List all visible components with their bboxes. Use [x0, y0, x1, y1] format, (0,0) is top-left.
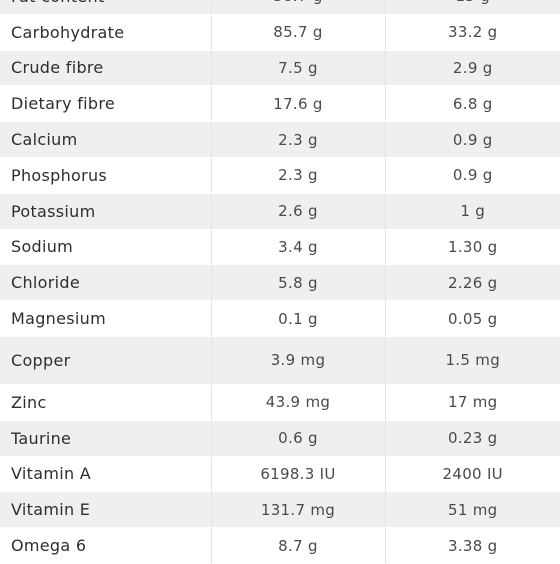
nutrient-name: Crude fibre [0, 50, 211, 87]
nutrient-name: Omega 6 [0, 527, 211, 564]
value-column-2: 3.38 g [384, 527, 560, 564]
value-column-2: 1.30 g [384, 229, 560, 266]
value-column-2: 1 g [384, 193, 560, 230]
table-row: Fat content 38.7 g 15 g [0, 0, 560, 15]
value-column-2: 17 mg [384, 384, 560, 421]
value-column-1: 0.6 g [210, 420, 385, 457]
table-row: Carbohydrate 85.7 g 33.2 g [0, 14, 560, 51]
value-column-1: 38.7 g [210, 0, 385, 15]
table-row: Dietary fibre 17.6 g 6.8 g [0, 85, 560, 123]
value-column-2: 33.2 g [384, 14, 560, 51]
nutrient-name: Zinc [0, 384, 211, 421]
value-column-2: 2.9 g [384, 50, 560, 87]
value-column-1: 6198.3 IU [210, 456, 385, 493]
value-column-1: 2.6 g [210, 193, 385, 230]
table-row: Crude fibre 7.5 g 2.9 g [0, 50, 560, 87]
value-column-2: 6.8 g [384, 85, 560, 123]
value-column-1: 3.4 g [210, 229, 385, 266]
value-column-1: 131.7 mg [210, 491, 385, 529]
nutrient-name: Vitamin A [0, 456, 211, 493]
table-row: Chloride 5.8 g 2.26 g [0, 264, 560, 302]
value-column-1: 5.8 g [210, 264, 385, 302]
table-row: Copper 3.9 mg 1.5 mg [0, 336, 560, 385]
nutrient-name: Vitamin E [0, 491, 211, 529]
nutrient-name: Magnesium [0, 300, 211, 337]
nutrient-name: Potassium [0, 193, 211, 230]
table-row: Vitamin A 6198.3 IU 2400 IU [0, 456, 560, 493]
value-column-2: 15 g [384, 0, 560, 15]
value-column-1: 85.7 g [210, 14, 385, 51]
table-row: Potassium 2.6 g 1 g [0, 193, 560, 230]
value-column-1: 0.1 g [210, 300, 385, 337]
nutrient-name: Carbohydrate [0, 14, 211, 51]
value-column-2: 2400 IU [384, 456, 560, 493]
table-row: Taurine 0.6 g 0.23 g [0, 420, 560, 457]
value-column-1: 17.6 g [210, 85, 385, 123]
nutrient-name: Phosphorus [0, 157, 211, 194]
nutrient-name: Sodium [0, 229, 211, 266]
value-column-2: 1.5 mg [384, 336, 560, 385]
value-column-1: 3.9 mg [210, 336, 385, 385]
table-row: Zinc 43.9 mg 17 mg [0, 384, 560, 421]
table-row: Sodium 3.4 g 1.30 g [0, 229, 560, 266]
nutrient-name: Fat content [0, 0, 211, 15]
nutrient-name: Copper [0, 336, 211, 385]
table-row: Magnesium 0.1 g 0.05 g [0, 300, 560, 337]
nutrient-name: Calcium [0, 121, 211, 158]
value-column-2: 0.9 g [384, 121, 560, 158]
table-row: Phosphorus 2.3 g 0.9 g [0, 157, 560, 194]
table-row: Vitamin E 131.7 mg 51 mg [0, 491, 560, 529]
nutrient-name: Chloride [0, 264, 211, 302]
nutrient-name: Dietary fibre [0, 85, 211, 123]
value-column-1: 43.9 mg [210, 384, 385, 421]
value-column-2: 0.9 g [384, 157, 560, 194]
value-column-1: 2.3 g [210, 121, 385, 158]
table-row: Calcium 2.3 g 0.9 g [0, 121, 560, 158]
value-column-1: 8.7 g [210, 527, 385, 564]
value-column-1: 2.3 g [210, 157, 385, 194]
nutrient-name: Taurine [0, 420, 211, 457]
value-column-2: 51 mg [384, 491, 560, 529]
value-column-1: 7.5 g [210, 50, 385, 87]
value-column-2: 0.05 g [384, 300, 560, 337]
value-column-2: 2.26 g [384, 264, 560, 302]
value-column-2: 0.23 g [384, 420, 560, 457]
table-row: Omega 6 8.7 g 3.38 g [0, 527, 560, 564]
